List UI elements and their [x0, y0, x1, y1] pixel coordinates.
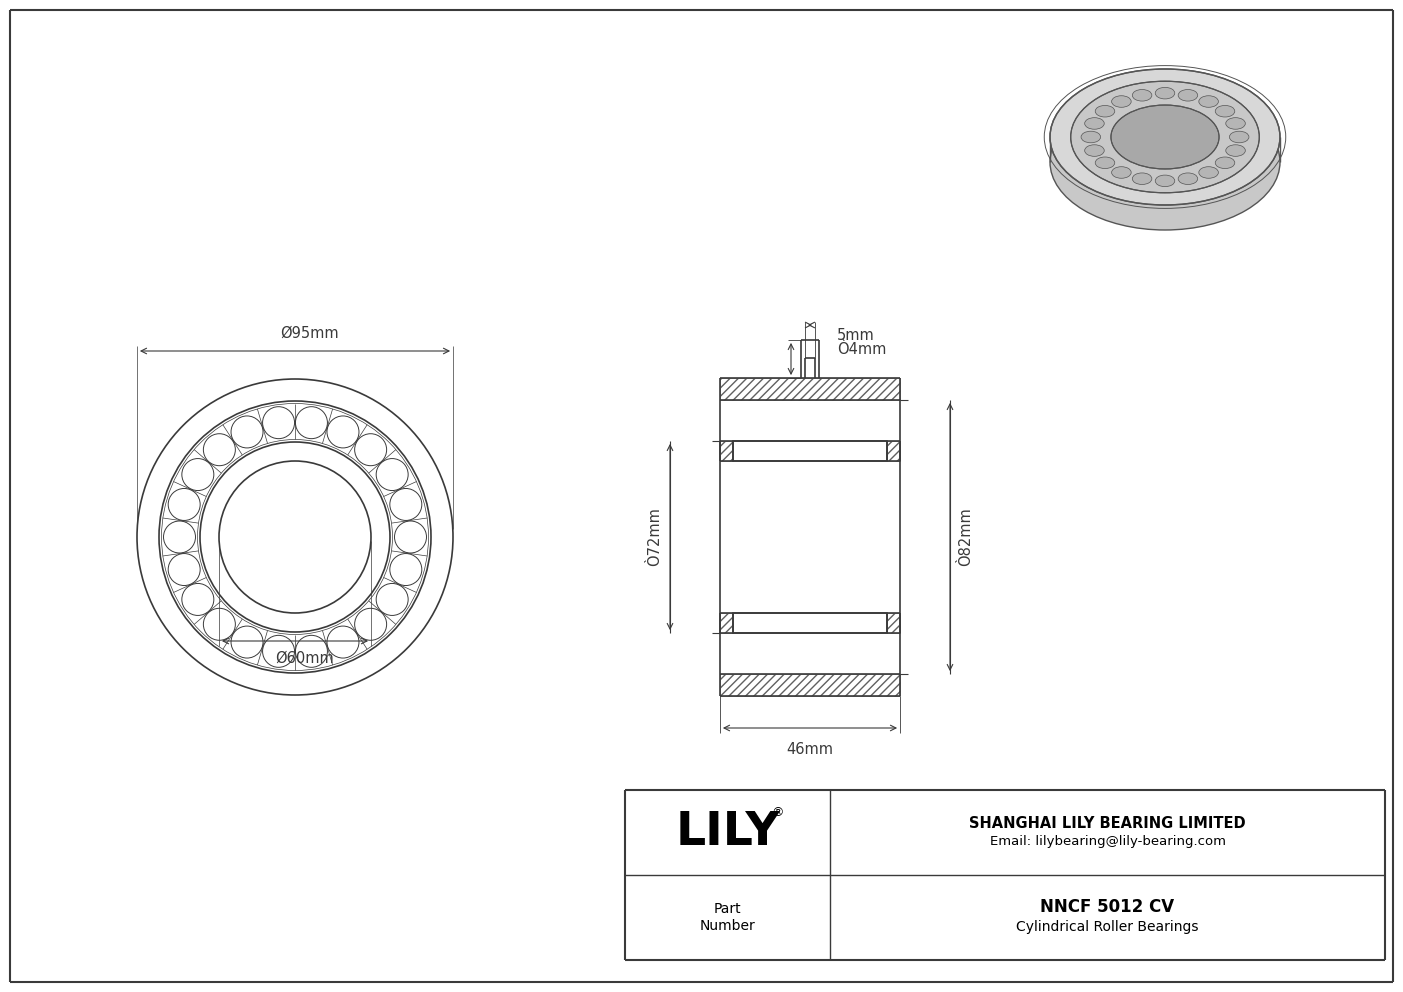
Text: Ø95mm: Ø95mm [281, 326, 340, 341]
Bar [720, 674, 899, 696]
Text: LILY: LILY [675, 810, 780, 855]
Ellipse shape [1049, 94, 1280, 230]
Text: Email: lilybearing@lily-bearing.com: Email: lilybearing@lily-bearing.com [989, 835, 1225, 848]
Ellipse shape [1155, 87, 1174, 99]
Ellipse shape [1132, 173, 1152, 185]
Text: Part
Number: Part Number [700, 903, 755, 932]
Bar [887, 613, 899, 633]
Ellipse shape [1229, 131, 1249, 143]
Ellipse shape [1226, 145, 1246, 157]
Text: Ò72mm: Ò72mm [647, 508, 662, 566]
Bar [720, 441, 732, 461]
Text: Cylindrical Roller Bearings: Cylindrical Roller Bearings [1016, 921, 1198, 934]
Text: 46mm: 46mm [787, 742, 833, 757]
Bar [720, 613, 732, 633]
Text: SHANGHAI LILY BEARING LIMITED: SHANGHAI LILY BEARING LIMITED [969, 816, 1246, 831]
Ellipse shape [1113, 106, 1218, 169]
Bar [732, 613, 887, 633]
Ellipse shape [1179, 89, 1198, 101]
Ellipse shape [1155, 175, 1174, 186]
Text: Ø60mm: Ø60mm [275, 651, 334, 666]
Ellipse shape [1198, 167, 1218, 179]
Ellipse shape [1096, 105, 1115, 117]
Text: Ò4mm: Ò4mm [838, 342, 887, 357]
Ellipse shape [1082, 131, 1100, 143]
Ellipse shape [1215, 157, 1235, 169]
Ellipse shape [1085, 145, 1104, 157]
Ellipse shape [1049, 69, 1280, 205]
Ellipse shape [1070, 81, 1260, 192]
Ellipse shape [1198, 96, 1218, 107]
Ellipse shape [1111, 96, 1131, 107]
Ellipse shape [1085, 118, 1104, 129]
Ellipse shape [1215, 105, 1235, 117]
Text: ®: ® [772, 806, 784, 819]
Ellipse shape [1096, 157, 1115, 169]
Text: NNCF 5012 CV: NNCF 5012 CV [1041, 899, 1174, 917]
Ellipse shape [1111, 105, 1219, 169]
Ellipse shape [1179, 173, 1198, 185]
Ellipse shape [1132, 89, 1152, 101]
Text: Ò82mm: Ò82mm [958, 508, 974, 566]
Bar [887, 441, 899, 461]
Ellipse shape [1226, 118, 1246, 129]
Ellipse shape [1111, 167, 1131, 179]
Bar [732, 441, 887, 461]
Text: 5mm: 5mm [838, 327, 874, 342]
Bar [720, 378, 899, 400]
